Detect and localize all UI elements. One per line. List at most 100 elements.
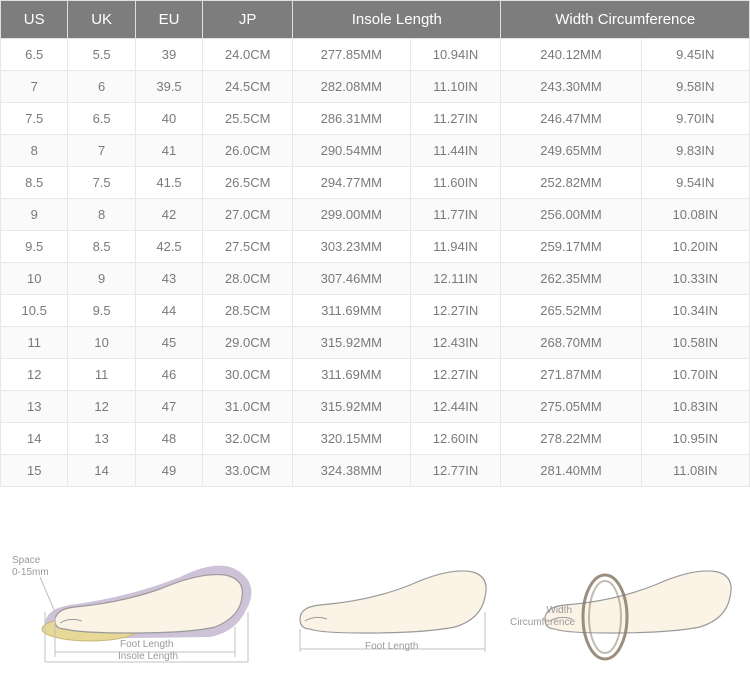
cell: 315.92MM: [293, 391, 410, 423]
cell: 29.0CM: [203, 327, 293, 359]
cell: 11.60IN: [410, 167, 501, 199]
cell: 315.92MM: [293, 327, 410, 359]
cell: 9: [1, 199, 68, 231]
cell: 249.65MM: [501, 135, 641, 167]
cell: 13: [68, 423, 135, 455]
cell: 268.70MM: [501, 327, 641, 359]
cell: 307.46MM: [293, 263, 410, 295]
cell: 24.5CM: [203, 71, 293, 103]
cell: 43: [135, 263, 202, 295]
cell: 30.0CM: [203, 359, 293, 391]
col-header-width: Width Circumference: [501, 1, 750, 39]
table-row: 13124731.0CM315.92MM12.44IN275.05MM10.83…: [1, 391, 750, 423]
cell: 44: [135, 295, 202, 327]
cell: 10.95IN: [641, 423, 750, 455]
cell: 11: [68, 359, 135, 391]
cell: 12.60IN: [410, 423, 501, 455]
label-foot-length-1: Foot Length: [120, 639, 173, 651]
table-row: 874126.0CM290.54MM11.44IN249.65MM9.83IN: [1, 135, 750, 167]
cell: 10.08IN: [641, 199, 750, 231]
table-row: 8.57.541.526.5CM294.77MM11.60IN252.82MM9…: [1, 167, 750, 199]
cell: 6: [68, 71, 135, 103]
cell: 286.31MM: [293, 103, 410, 135]
cell: 294.77MM: [293, 167, 410, 199]
cell: 246.47MM: [501, 103, 641, 135]
cell: 10.5: [1, 295, 68, 327]
cell: 14: [68, 455, 135, 487]
size-chart-table: US UK EU JP Insole Length Width Circumfe…: [0, 0, 750, 487]
cell: 11.94IN: [410, 231, 501, 263]
cell: 39: [135, 39, 202, 71]
cell: 9.70IN: [641, 103, 750, 135]
cell: 40: [135, 103, 202, 135]
cell: 26.0CM: [203, 135, 293, 167]
cell: 31.0CM: [203, 391, 293, 423]
cell: 11.44IN: [410, 135, 501, 167]
cell: 12.11IN: [410, 263, 501, 295]
cell: 41.5: [135, 167, 202, 199]
cell: 9.54IN: [641, 167, 750, 199]
cell: 7: [68, 135, 135, 167]
cell: 12.27IN: [410, 359, 501, 391]
col-header-uk: UK: [68, 1, 135, 39]
cell: 311.69MM: [293, 295, 410, 327]
cell: 281.40MM: [501, 455, 641, 487]
diagram-insole: Space 0-15mm Foot Length Insole Length: [10, 517, 270, 667]
cell: 14: [1, 423, 68, 455]
cell: 290.54MM: [293, 135, 410, 167]
cell: 8.5: [1, 167, 68, 199]
cell: 278.22MM: [501, 423, 641, 455]
cell: 7.5: [68, 167, 135, 199]
cell: 10.20IN: [641, 231, 750, 263]
cell: 9.58IN: [641, 71, 750, 103]
diagram-width-circ: Width Circumference: [510, 517, 740, 667]
cell: 28.0CM: [203, 263, 293, 295]
cell: 277.85MM: [293, 39, 410, 71]
cell: 25.5CM: [203, 103, 293, 135]
cell: 10: [68, 327, 135, 359]
header-row: US UK EU JP Insole Length Width Circumfe…: [1, 1, 750, 39]
table-row: 10.59.54428.5CM311.69MM12.27IN265.52MM10…: [1, 295, 750, 327]
cell: 39.5: [135, 71, 202, 103]
cell: 41: [135, 135, 202, 167]
cell: 10.33IN: [641, 263, 750, 295]
cell: 8: [68, 199, 135, 231]
cell: 10.34IN: [641, 295, 750, 327]
cell: 252.82MM: [501, 167, 641, 199]
cell: 33.0CM: [203, 455, 293, 487]
cell: 262.35MM: [501, 263, 641, 295]
table-row: 11104529.0CM315.92MM12.43IN268.70MM10.58…: [1, 327, 750, 359]
cell: 46: [135, 359, 202, 391]
cell: 10.94IN: [410, 39, 501, 71]
cell: 8.5: [68, 231, 135, 263]
cell: 5.5: [68, 39, 135, 71]
cell: 240.12MM: [501, 39, 641, 71]
cell: 24.0CM: [203, 39, 293, 71]
cell: 42: [135, 199, 202, 231]
cell: 26.5CM: [203, 167, 293, 199]
cell: 10: [1, 263, 68, 295]
table-row: 9.58.542.527.5CM303.23MM11.94IN259.17MM1…: [1, 231, 750, 263]
cell: 6.5: [68, 103, 135, 135]
cell: 9: [68, 263, 135, 295]
cell: 11.27IN: [410, 103, 501, 135]
cell: 265.52MM: [501, 295, 641, 327]
cell: 49: [135, 455, 202, 487]
cell: 12.77IN: [410, 455, 501, 487]
diagram-foot-length: Foot Length: [285, 517, 495, 667]
col-header-insole: Insole Length: [293, 1, 501, 39]
cell: 299.00MM: [293, 199, 410, 231]
cell: 9.83IN: [641, 135, 750, 167]
cell: 12.27IN: [410, 295, 501, 327]
foot-diagrams: Space 0-15mm Foot Length Insole Length F…: [0, 487, 750, 677]
size-table-body: 6.55.53924.0CM277.85MM10.94IN240.12MM9.4…: [1, 39, 750, 487]
cell: 256.00MM: [501, 199, 641, 231]
label-width-circ: Width Circumference: [510, 605, 572, 629]
cell: 311.69MM: [293, 359, 410, 391]
table-row: 14134832.0CM320.15MM12.60IN278.22MM10.95…: [1, 423, 750, 455]
label-foot-length-2: Foot Length: [365, 641, 418, 653]
cell: 6.5: [1, 39, 68, 71]
table-row: 6.55.53924.0CM277.85MM10.94IN240.12MM9.4…: [1, 39, 750, 71]
cell: 259.17MM: [501, 231, 641, 263]
cell: 275.05MM: [501, 391, 641, 423]
